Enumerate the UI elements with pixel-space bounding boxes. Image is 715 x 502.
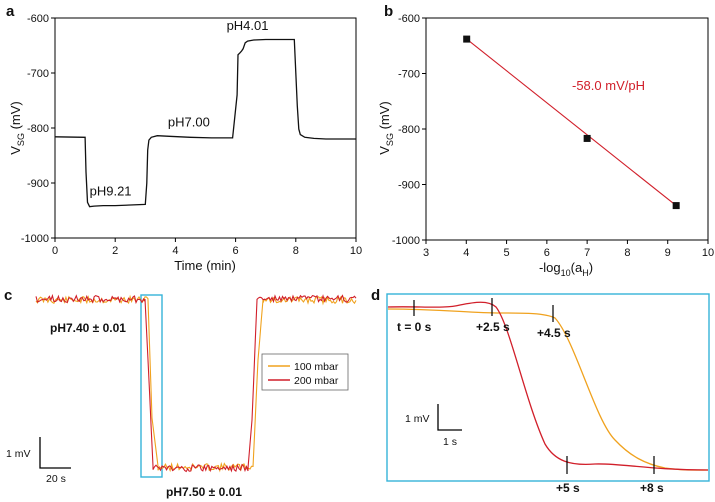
panel-a-chart: 0 2 4 6 8 10 -600 -700 -800 -900 -1000 pH9.21 pH7.0… xyxy=(8,13,362,273)
panel-b-xtick-label: 6 xyxy=(544,247,550,259)
panel-c-legend xyxy=(261,353,349,391)
panel-c-scalebar xyxy=(39,437,71,469)
panel-b-slope-label: -58.0 mV/pH xyxy=(572,78,645,93)
panel-b-ticks: 3 4 5 6 7 8 9 10 -600 -700 -800 -900 -1000 xyxy=(392,13,714,259)
panel-d-scalebar-v: 1 mV xyxy=(405,413,430,425)
panel-b-ytick-label: -900 xyxy=(398,180,420,192)
panel-a-ylabel-unit: (mV) xyxy=(8,101,23,133)
panel-a-ytick-label: -900 xyxy=(27,178,49,190)
panel-a-ylabel: VSG (mV) xyxy=(8,101,26,154)
panel-b-ytick-label: -700 xyxy=(398,69,420,81)
panel-a-ytick-label: -1000 xyxy=(21,233,49,245)
panel-c-label-top: pH7.40 ± 0.01 xyxy=(50,321,126,335)
panel-b-ylabel-unit: (mV) xyxy=(377,101,392,133)
panel-b-xtick-label: 4 xyxy=(463,247,469,259)
panel-c-zoom-box xyxy=(140,294,163,478)
panel-b-xlabel-mid: (a xyxy=(571,260,583,275)
panel-b-xtick-label: 9 xyxy=(665,247,671,259)
panel-b-ylabel-sub: SG xyxy=(385,133,395,146)
panel-a-xtick-label: 10 xyxy=(350,245,362,257)
panel-c-scalebar-t: 20 s xyxy=(46,473,66,485)
panel-b-chart: 3 4 5 6 7 8 9 10 -600 -700 -800 -900 -1000 -58.0 mV/… xyxy=(377,13,714,278)
panel-a-ylabel-sub: SG xyxy=(16,133,26,146)
panel-a-ytick-label: -600 xyxy=(27,13,49,25)
panel-d-series-200mbar xyxy=(387,301,709,471)
panel-d-frame xyxy=(386,293,710,482)
panel-d-label-t0: t = 0 s xyxy=(397,320,432,334)
panel-a-annotation: pH9.21 xyxy=(90,184,132,199)
panel-a-xtick-label: 8 xyxy=(293,245,299,257)
panel-b-ylabel-main: V xyxy=(377,146,392,155)
panel-b-xlabel-main: -log xyxy=(539,260,561,275)
panel-a-ytick-label: -800 xyxy=(27,123,49,135)
panel-a-series-line xyxy=(54,38,356,208)
panel-b-xlabel-sub2: H xyxy=(582,268,589,278)
panel-a-annotation: pH4.01 xyxy=(227,18,269,33)
panel-a-xtick-label: 2 xyxy=(112,245,118,257)
panel-b-xlabel-sub1: 10 xyxy=(561,268,571,278)
panel-c-legend-label-200mbar: 200 mbar xyxy=(294,375,339,387)
panel-a-annotations: pH9.21 pH7.00 pH4.01 xyxy=(90,18,269,199)
panel-b-data-point xyxy=(672,202,680,210)
panel-a-xtick-label: 6 xyxy=(233,245,239,257)
panel-a-annotation: pH7.00 xyxy=(168,114,210,129)
panel-b-xlabel: -log10(aH) xyxy=(539,260,593,278)
panel-b-ytick-label: -1000 xyxy=(392,235,420,247)
panel-a-ytick-label: -700 xyxy=(27,68,49,80)
panel-a-ticks: 0 2 4 6 8 10 -600 -700 -800 -900 -1000 xyxy=(21,13,362,257)
panel-b-points xyxy=(463,35,680,210)
panel-d-label-2p5s: +2.5 s xyxy=(476,320,510,334)
panel-d-scalebar xyxy=(437,404,462,431)
panel-b-xtick-label: 7 xyxy=(584,247,590,259)
panel-a-xlabel: Time (min) xyxy=(174,258,236,273)
panel-b-xtick-label: 8 xyxy=(624,247,630,259)
panel-c-series-100mbar xyxy=(35,294,357,473)
panel-b-data-point xyxy=(463,35,471,43)
panel-c-label-bottom: pH7.50 ± 0.01 xyxy=(166,485,242,499)
panel-c-scalebar-v: 1 mV xyxy=(6,448,31,460)
panel-b-data-point xyxy=(583,134,591,142)
panel-label-c: c xyxy=(4,287,12,304)
panel-a-xtick-label: 0 xyxy=(52,245,58,257)
panel-b-ytick-label: -600 xyxy=(398,13,420,25)
panel-c-series-200mbar xyxy=(35,293,357,473)
panel-label-a: a xyxy=(6,3,15,20)
panel-b-frame xyxy=(425,17,709,241)
panel-b-ytick-label: -800 xyxy=(398,124,420,136)
panel-b-ylabel: VSG (mV) xyxy=(377,101,395,154)
panel-label-b: b xyxy=(384,3,393,20)
panel-d-label-5s: +5 s xyxy=(556,481,580,495)
panel-b-xtick-label: 5 xyxy=(504,247,510,259)
panel-b-fit-line xyxy=(466,38,677,207)
panel-c-legend-label-100mbar: 100 mbar xyxy=(294,361,339,373)
panel-d-scalebar-t: 1 s xyxy=(443,436,457,448)
panel-b-xtick-label: 3 xyxy=(423,247,429,259)
panel-d-label-4p5s: +4.5 s xyxy=(537,326,571,340)
panel-d-chart: t = 0 s +2.5 s +4.5 s +5 s +8 s 1 mV 1 s xyxy=(386,293,710,495)
panel-c-chart: pH7.40 ± 0.01 pH7.50 ± 0.01 100 mbar 200… xyxy=(6,293,357,499)
panel-label-d: d xyxy=(371,287,380,304)
panel-a-xtick-label: 4 xyxy=(172,245,178,257)
panel-b-xlabel-end: ) xyxy=(589,260,593,275)
panel-b-xtick-label: 10 xyxy=(702,247,714,259)
panel-d-label-8s: +8 s xyxy=(640,481,664,495)
panel-a-ylabel-main: V xyxy=(8,146,23,155)
